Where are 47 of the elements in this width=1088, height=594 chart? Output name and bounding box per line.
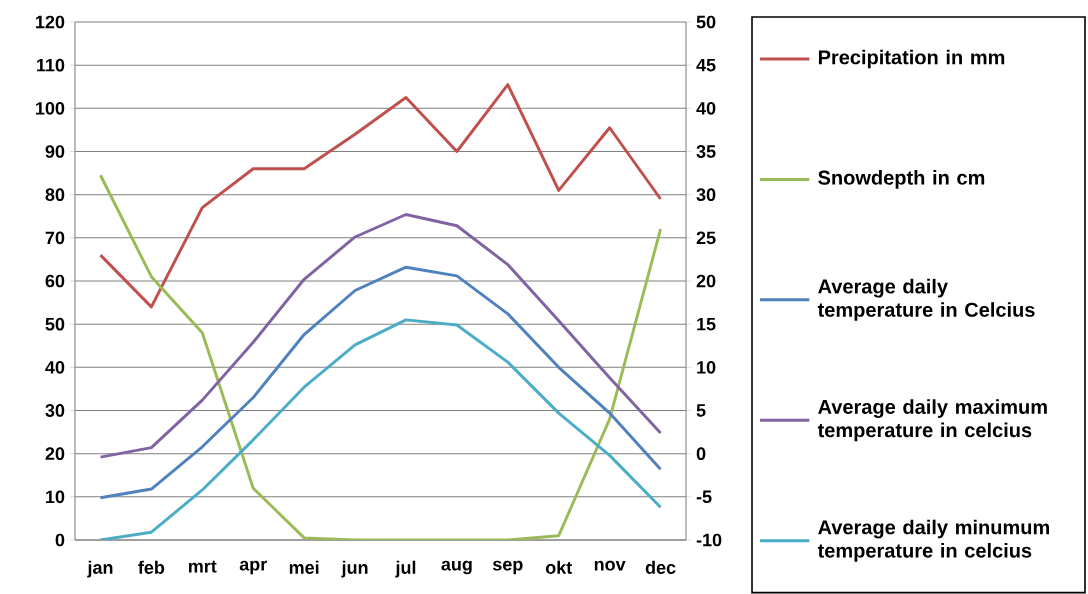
legend-label: Average daily maximum temperature in celcius — [817, 399, 1047, 442]
y-tick-label: 20 — [45, 447, 65, 461]
y2-tick-label: 50 — [696, 15, 716, 29]
y-tick-label: 70 — [45, 231, 65, 245]
y-tick-label: 50 — [45, 317, 65, 331]
y2-tick-label: 0 — [696, 447, 706, 461]
y-tick-label: 110 — [37, 58, 65, 72]
x-tick-label: apr — [239, 560, 267, 575]
y-tick-label: 40 — [45, 360, 65, 374]
y-tick-label: 10 — [46, 490, 65, 504]
y-tick-label: 80 — [45, 188, 65, 202]
line-series — [98, 213, 663, 459]
x-tick-label: dec — [645, 560, 676, 574]
y2-tick-label: -5 — [696, 490, 712, 504]
y2-tick-label: 40 — [696, 101, 716, 115]
x-tick-label: feb — [138, 560, 165, 574]
x-tick-label: mei — [289, 560, 319, 574]
y2-tick-label: 30 — [696, 188, 716, 202]
y2-tick-label: 35 — [696, 145, 716, 158]
y2-tick-label: 5 — [696, 404, 706, 417]
line-series — [98, 265, 663, 500]
y2-tick-label: 45 — [696, 58, 716, 72]
line-series — [98, 318, 663, 540]
y2-tick-label: 10 — [697, 360, 716, 374]
y-tick-label: 120 — [36, 15, 65, 29]
y-tick-label: 60 — [45, 274, 65, 288]
y-tick-label: 30 — [45, 404, 65, 417]
y2-tick-label: 15 — [697, 317, 716, 331]
y-tick-label: 90 — [45, 145, 65, 158]
legend-label: Snowdepth in cm — [818, 170, 985, 189]
x-tick-label: jan — [87, 560, 113, 578]
y2-tick-label: 20 — [696, 274, 716, 288]
legend-label: Average daily temperature in Celcius — [817, 278, 1035, 321]
x-tick-label: aug — [441, 560, 472, 575]
legend-label: Average daily minumum temperature in celcius — [817, 519, 1050, 562]
y-tick-label: 0 — [55, 533, 65, 547]
y-tick-label: 100 — [36, 101, 65, 115]
line-series — [98, 83, 663, 309]
x-tick-label: jun — [341, 560, 368, 578]
x-tick-label: mrt — [188, 560, 217, 573]
y2-tick-label: 25 — [696, 231, 716, 245]
x-tick-label: sep — [492, 560, 523, 575]
x-tick-label: jul — [395, 560, 416, 578]
legend-label: Precipitation in mm — [818, 49, 1005, 69]
x-tick-label: nov — [594, 560, 626, 571]
x-tick-label: okt — [545, 560, 572, 574]
y2-tick-label: -10 — [696, 533, 722, 547]
